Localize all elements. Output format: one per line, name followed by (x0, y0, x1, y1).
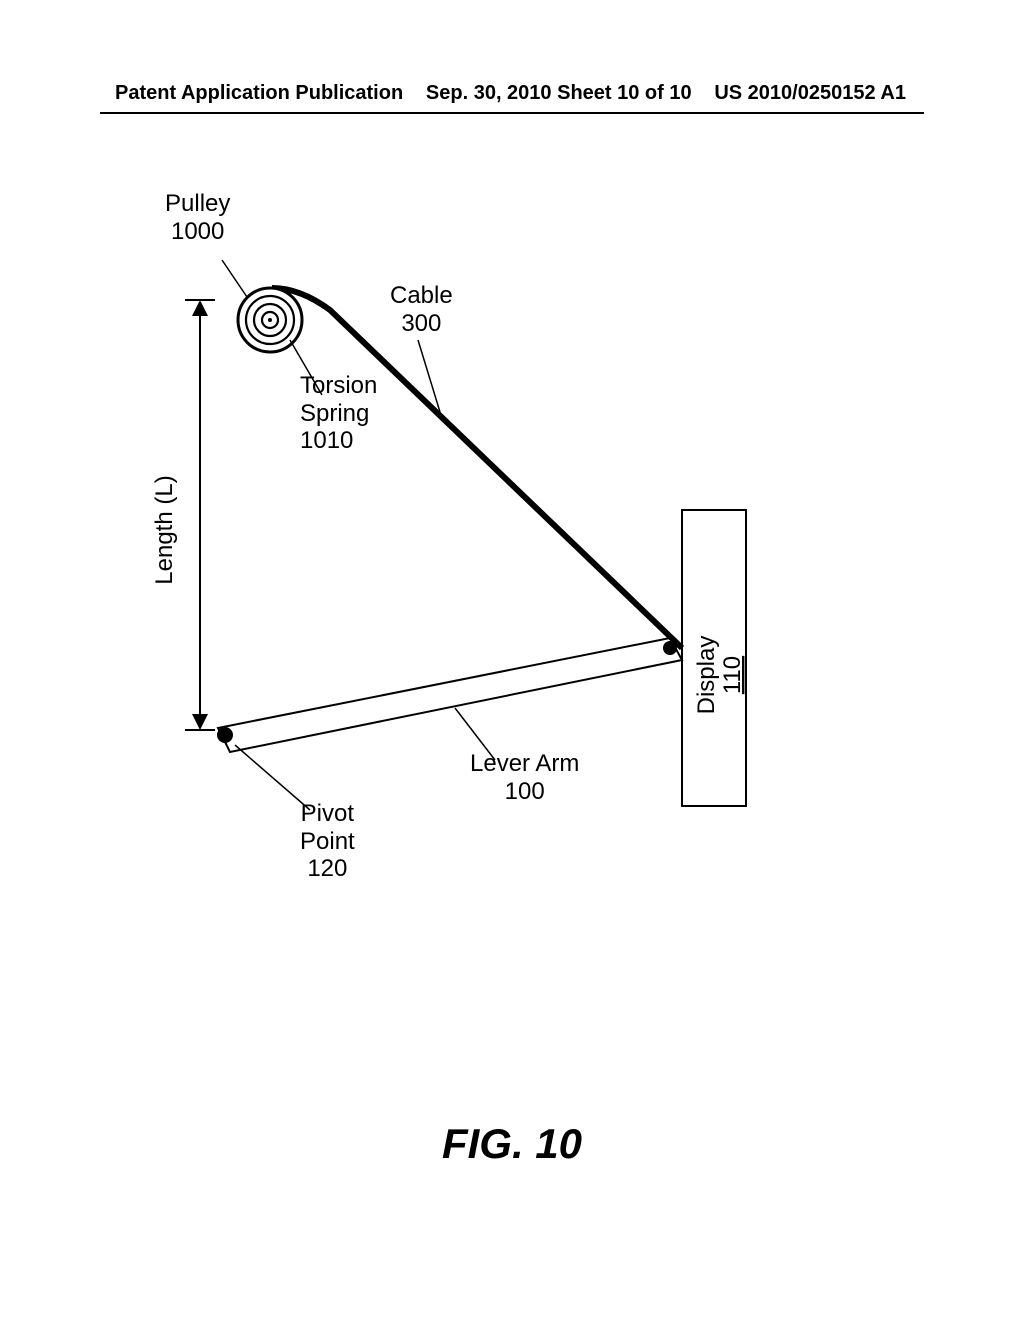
pivot-label-line1: Pivot (301, 800, 354, 827)
cable-label-line2: 300 (401, 310, 441, 337)
torsion-label-line2: Spring (300, 400, 369, 427)
header-rule (100, 112, 924, 114)
length-label: Length (L) (151, 475, 178, 584)
pivot-label-line3: 120 (307, 855, 347, 882)
torsion-label: Torsion Spring 1010 (300, 372, 377, 455)
cable-label: Cable 300 (390, 282, 453, 337)
header-center: Sep. 30, 2010 Sheet 10 of 10 (426, 82, 692, 105)
cable (272, 288, 682, 648)
cable-label-line1: Cable (390, 282, 453, 309)
header-right: US 2010/0250152 A1 (714, 82, 906, 105)
lever-arm (218, 638, 682, 752)
display-label-line1: Display (693, 636, 720, 715)
leverarm-label-line2: 100 (505, 778, 545, 805)
svg-text:110: 110 (719, 656, 746, 694)
torsion-spring-spiral (246, 296, 294, 344)
length-dimension (185, 300, 215, 730)
pivot-leader (235, 745, 310, 810)
pulley-label-line2: 1000 (171, 218, 224, 245)
pulley-label: Pulley 1000 (165, 190, 230, 245)
torsion-label-line1: Torsion (300, 372, 377, 399)
header-left: Patent Application Publication (115, 82, 403, 105)
diagram-svg: Display 110 Length (L) (0, 200, 1024, 1100)
display-label: Display 110 (693, 636, 746, 715)
leverarm-label: Lever Arm 100 (470, 750, 579, 805)
page-header: Patent Application Publication Sep. 30, … (0, 82, 1024, 105)
svg-text:Display: Display (693, 636, 720, 715)
torsion-label-line3: 1010 (300, 427, 353, 454)
display-label-line2: 110 (719, 656, 746, 694)
leverarm-label-line1: Lever Arm (470, 750, 579, 777)
figure-caption: FIG. 10 (0, 1120, 1024, 1168)
pivot-label: Pivot Point 120 (300, 800, 355, 883)
pulley-leader (222, 260, 247, 297)
pivot-label-line2: Point (300, 828, 355, 855)
figure-area: Display 110 Length (L) Pulley 1000 Cable… (0, 200, 1024, 1100)
pulley-label-line1: Pulley (165, 190, 230, 217)
pivot-point-dot (217, 727, 233, 743)
